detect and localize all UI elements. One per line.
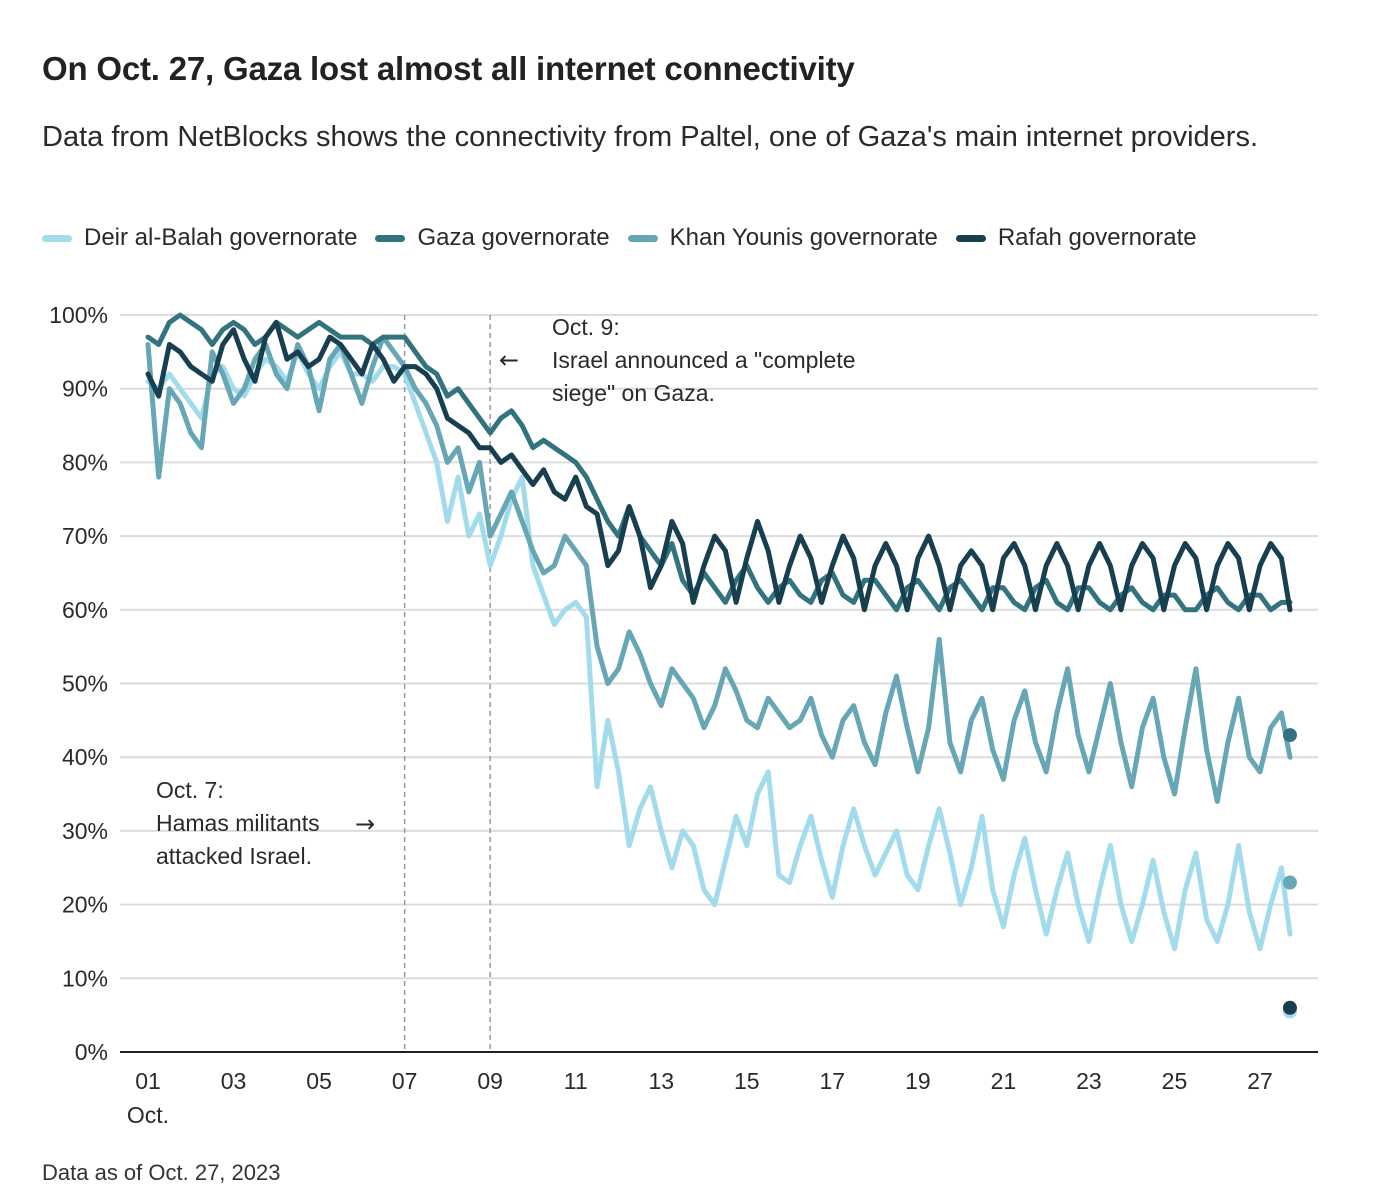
x-tick-label: 03 bbox=[221, 1068, 247, 1094]
annotation-oct9-date: Oct. 9: bbox=[552, 314, 620, 340]
y-tick-label: 80% bbox=[62, 449, 108, 475]
legend-swatch-khan bbox=[627, 234, 658, 242]
end-marker-khan bbox=[1282, 875, 1297, 890]
annotation-oct7-date: Oct. 7: bbox=[156, 777, 224, 803]
legend-label-khan: Khan Younis governorate bbox=[669, 224, 938, 251]
series-lines bbox=[145, 312, 1293, 952]
annotation-oct9-text2: siege" on Gaza. bbox=[552, 380, 715, 406]
y-tick-label: 40% bbox=[62, 744, 108, 770]
series-line-deir bbox=[145, 349, 1293, 952]
arrow-left-icon: ← bbox=[499, 346, 519, 374]
legend-item-gaza: Gaza governorate bbox=[375, 224, 610, 252]
arrow-right-icon: → bbox=[355, 810, 375, 838]
legend-swatch-rafah bbox=[955, 234, 986, 242]
gridlines bbox=[120, 314, 1318, 980]
x-tick-label: 23 bbox=[1076, 1068, 1102, 1094]
y-tick-label: 50% bbox=[62, 671, 108, 697]
series-line-gaza bbox=[145, 312, 1293, 613]
x-tick-label: 01 bbox=[135, 1068, 161, 1094]
y-tick-label: 0% bbox=[75, 1039, 108, 1065]
y-tick-label: 60% bbox=[62, 597, 108, 623]
end-markers bbox=[1282, 728, 1297, 1019]
legend-label-gaza: Gaza governorate bbox=[417, 224, 610, 251]
x-axis-labels: 01 03 05 07 09 11 13 15 17 19 21 23 25 27 Oct. bbox=[127, 1068, 1273, 1128]
x-tick-label: 21 bbox=[991, 1068, 1017, 1094]
series-line-khan bbox=[145, 334, 1293, 804]
x-tick-label: 15 bbox=[734, 1068, 760, 1094]
x-tick-label: 25 bbox=[1162, 1068, 1188, 1094]
event-lines bbox=[403, 315, 491, 1052]
series-line-rafah bbox=[145, 319, 1293, 613]
footnote: Data as of Oct. 27, 2023 bbox=[42, 1160, 281, 1185]
legend-item-rafah: Rafah governorate bbox=[955, 224, 1197, 252]
annotation-oct7: Oct. 7: Hamas militants attacked Israel. bbox=[156, 774, 320, 873]
legend-label-rafah: Rafah governorate bbox=[997, 224, 1197, 251]
y-tick-label: 30% bbox=[62, 818, 108, 844]
annotation-oct7-text2: attacked Israel. bbox=[156, 843, 312, 869]
x-tick-label: 13 bbox=[648, 1068, 674, 1094]
x-tick-label: 17 bbox=[820, 1068, 846, 1094]
end-marker-rafah bbox=[1282, 1000, 1297, 1015]
chart-title: On Oct. 27, Gaza lost almost all interne… bbox=[42, 50, 855, 87]
x-tick-label: 07 bbox=[392, 1068, 418, 1094]
legend: Deir al-Balah governorate Gaza governora… bbox=[42, 224, 1215, 252]
y-tick-label: 70% bbox=[62, 523, 108, 549]
x-tick-label: 05 bbox=[306, 1068, 332, 1094]
y-tick-label: 20% bbox=[62, 892, 108, 918]
legend-swatch-deir bbox=[42, 234, 72, 242]
chart-subtitle: Data from NetBlocks shows the connectivi… bbox=[42, 121, 1259, 153]
x-tick-label: 27 bbox=[1247, 1068, 1273, 1094]
y-tick-label: 10% bbox=[62, 965, 108, 991]
legend-label-deir: Deir al-Balah governorate bbox=[84, 224, 358, 251]
x-tick-label: 19 bbox=[905, 1068, 931, 1094]
annotation-arrows: ←→ bbox=[355, 346, 519, 838]
x-tick-label: 09 bbox=[477, 1068, 503, 1094]
x-tick-label: 11 bbox=[564, 1068, 588, 1094]
y-tick-label: 100% bbox=[49, 302, 108, 328]
annotation-oct9-text1: Israel announced a "complete bbox=[552, 347, 856, 373]
annotation-oct7-text1: Hamas militants bbox=[156, 810, 320, 836]
annotation-oct9: Oct. 9: Israel announced a "complete sie… bbox=[552, 311, 856, 410]
y-tick-label: 90% bbox=[62, 376, 108, 402]
y-axis-labels: 0% 10% 20% 30% 40% 50% 60% 70% 80% 90% 100% bbox=[49, 302, 108, 1065]
end-marker-gaza bbox=[1282, 728, 1297, 743]
x-tick-sublabel: Oct. bbox=[127, 1102, 169, 1128]
legend-item-khan: Khan Younis governorate bbox=[627, 224, 938, 252]
legend-item-deir: Deir al-Balah governorate bbox=[42, 224, 357, 252]
legend-swatch-gaza bbox=[375, 234, 406, 242]
